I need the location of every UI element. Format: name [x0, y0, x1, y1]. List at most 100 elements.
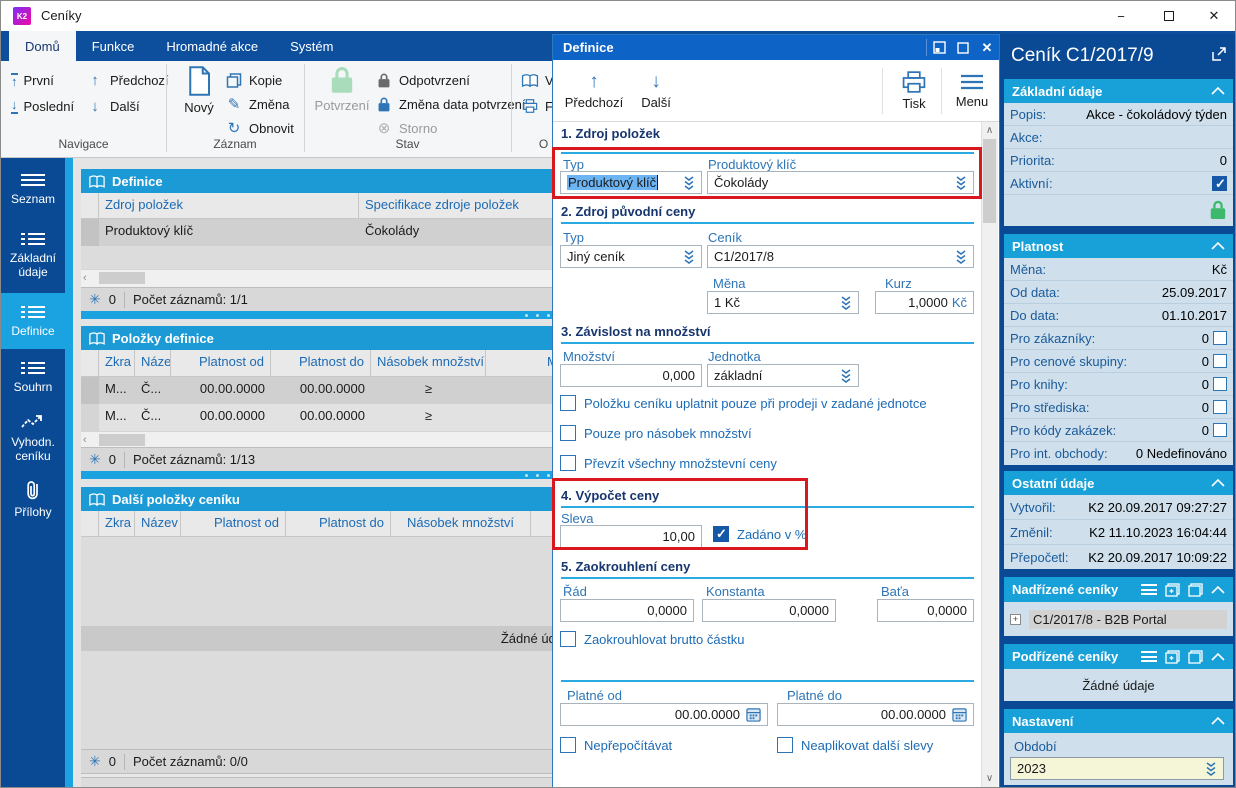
change-button[interactable]: ✎ Změna [225, 92, 290, 116]
collapse-chevron-icon[interactable] [1211, 585, 1225, 594]
checkbox-row[interactable]: Zaokrouhlovat brutto částku [560, 631, 744, 647]
maximize-button[interactable] [1146, 1, 1192, 31]
tree-item[interactable]: C1/2017/8 - B2B Portal [1029, 609, 1227, 629]
change-confirm-date-button[interactable]: Změna data potvrzení [375, 92, 525, 116]
scroll-thumb[interactable] [983, 139, 996, 223]
dialog-close-button[interactable]: ✕ [981, 39, 993, 55]
aktivni-checkbox[interactable] [1212, 175, 1227, 192]
unconfirm-button[interactable]: Odpotvrzení [375, 68, 470, 92]
zadano-v-procentech-row[interactable]: Zadáno v % [713, 526, 806, 542]
open-in-window-button[interactable] [1211, 46, 1227, 65]
expand-all-icon[interactable] [1165, 582, 1180, 597]
dialog-maximize-button[interactable] [951, 35, 975, 60]
close-button[interactable]: ✕ [1208, 8, 1220, 23]
collapse-chevron-icon[interactable] [1211, 242, 1225, 250]
section-nastaveni-header[interactable]: Nastavení [1004, 709, 1233, 733]
filter-snowflake-icon[interactable]: ✳ [89, 753, 101, 769]
checkbox[interactable] [1213, 400, 1227, 414]
sidebar-item-vyhodnoceni-ceniku[interactable]: Vyhodn. ceníku [1, 405, 65, 471]
typ-combo[interactable]: Produktový klíč [560, 171, 702, 194]
collapse-chevron-icon[interactable] [1211, 87, 1225, 95]
scroll-thumb[interactable] [99, 434, 145, 446]
filter-snowflake-icon[interactable]: ✳ [89, 291, 101, 307]
dialog-previous-button[interactable]: ↑ Předchozí [564, 71, 624, 111]
scroll-down-icon[interactable]: ∨ [985, 773, 994, 784]
column-zkratka[interactable]: Zkra [99, 350, 135, 376]
platne-do-field[interactable]: 00.00.0000 [777, 703, 974, 726]
expand-all-icon[interactable] [1165, 649, 1180, 664]
filter-snowflake-icon[interactable]: ✳ [89, 451, 101, 467]
kurz-field[interactable]: 1,0000 Kč [875, 291, 974, 314]
column-nazev[interactable]: Náze [135, 350, 171, 376]
minimize-button[interactable]: − [1117, 8, 1125, 24]
produktovy-klic-combo[interactable]: Čokolády [707, 171, 974, 194]
dialog-menu-button[interactable]: Menu [949, 66, 995, 116]
column-platnost-od[interactable]: Platnost od [171, 350, 271, 376]
konstanta-field[interactable]: 0,0000 [702, 599, 836, 622]
jednotka-combo[interactable]: základní [707, 364, 859, 387]
print-button[interactable]: Tisk [890, 66, 938, 116]
collapse-chevron-icon[interactable] [1211, 652, 1225, 661]
checkbox-row[interactable]: Převzít všechny množstevní ceny [560, 455, 777, 471]
obdobi-combo[interactable]: 2023 [1010, 757, 1224, 780]
column-nazev[interactable]: Název [135, 511, 181, 536]
sidebar-item-prilohy[interactable]: Přílohy [1, 471, 65, 528]
tab-hromadne-akce[interactable]: Hromadné akce [166, 38, 259, 54]
dock-button[interactable] [927, 35, 951, 60]
previous-button[interactable]: ↑ Předchozí [86, 68, 168, 92]
scroll-left-icon[interactable]: ‹ [83, 272, 87, 284]
cenik-combo[interactable]: C1/2017/8 [707, 245, 974, 268]
platne-od-field[interactable]: 00.00.0000 [560, 703, 768, 726]
sleva-field[interactable]: 10,00 [560, 525, 702, 548]
checkbox[interactable] [1213, 377, 1227, 391]
calendar-icon[interactable] [746, 707, 761, 722]
column-platnost-do[interactable]: Platnost do [271, 350, 371, 376]
new-button[interactable]: Nový [177, 66, 221, 115]
tree-menu-icon[interactable] [1141, 582, 1157, 598]
copy-button[interactable]: Kopie [225, 68, 282, 92]
section-zakladni-udaje-header[interactable]: Základní údaje [1004, 79, 1233, 103]
dialog-scrollbar[interactable] [981, 122, 998, 787]
section-ostatni-udaje-header[interactable]: Ostatní údaje [1004, 471, 1233, 495]
checkbox[interactable] [1213, 354, 1227, 368]
column-zdroj-polozek[interactable]: Zdroj položek [99, 193, 359, 218]
dialog-next-button[interactable]: ↓ Další [641, 71, 671, 111]
scroll-thumb[interactable] [99, 272, 145, 284]
tree-expand-icon[interactable]: + [1010, 613, 1021, 625]
tab-domu[interactable]: Domů [9, 31, 76, 61]
sidebar-item-zakladni-udaje[interactable]: Základní údaje [1, 218, 65, 293]
mena-combo[interactable]: 1 Kč [707, 291, 859, 314]
panel-splitter[interactable] [81, 311, 993, 319]
last-button[interactable]: ↓ Poslední [11, 96, 75, 114]
tree-menu-icon[interactable] [1141, 649, 1157, 665]
panel-splitter[interactable] [81, 471, 993, 479]
rad-field[interactable]: 0,0000 [560, 599, 694, 622]
sidebar-item-souhrn[interactable]: Souhrn [1, 349, 65, 405]
dialog-title-bar[interactable]: Definice ✕ [553, 35, 999, 60]
sidebar-item-seznam[interactable]: Seznam [1, 161, 65, 218]
cancel-button[interactable]: ⊗ Storno [375, 116, 438, 140]
scroll-up-icon[interactable]: ∧ [985, 125, 994, 136]
section-platnost-header[interactable]: Platnost [1004, 234, 1233, 258]
first-button[interactable]: ↑ První [11, 72, 54, 89]
column-zkratka[interactable]: Zkra [99, 511, 135, 536]
column-nasobek[interactable]: Násobek množství [391, 511, 531, 536]
checkbox-row[interactable]: Pouze pro násobek množství [560, 425, 752, 441]
checkbox[interactable] [1213, 423, 1227, 437]
collapse-chevron-icon[interactable] [1211, 717, 1225, 725]
checkbox-row[interactable]: Položku ceníku uplatnit pouze při prodej… [560, 395, 927, 411]
column-platnost-do[interactable]: Platnost do [286, 511, 391, 536]
collapse-all-icon[interactable] [1188, 649, 1203, 664]
collapse-all-icon[interactable] [1188, 582, 1203, 597]
tab-funkce[interactable]: Funkce [91, 38, 135, 54]
checkbox-row[interactable]: Neaplikovat další slevy [777, 737, 933, 753]
next-button[interactable]: ↓ Další [86, 94, 139, 118]
refresh-button[interactable]: ↻ Obnovit [225, 116, 294, 140]
column-platnost-od[interactable]: Platnost od [181, 511, 286, 536]
column-nasobek[interactable]: Násobek množství [371, 350, 486, 376]
calendar-icon[interactable] [952, 707, 967, 722]
bata-field[interactable]: 0,0000 [877, 599, 974, 622]
tab-system[interactable]: Systém [290, 38, 334, 54]
sidebar-item-definice[interactable]: Definice [1, 293, 65, 349]
checkbox[interactable] [1213, 331, 1227, 345]
